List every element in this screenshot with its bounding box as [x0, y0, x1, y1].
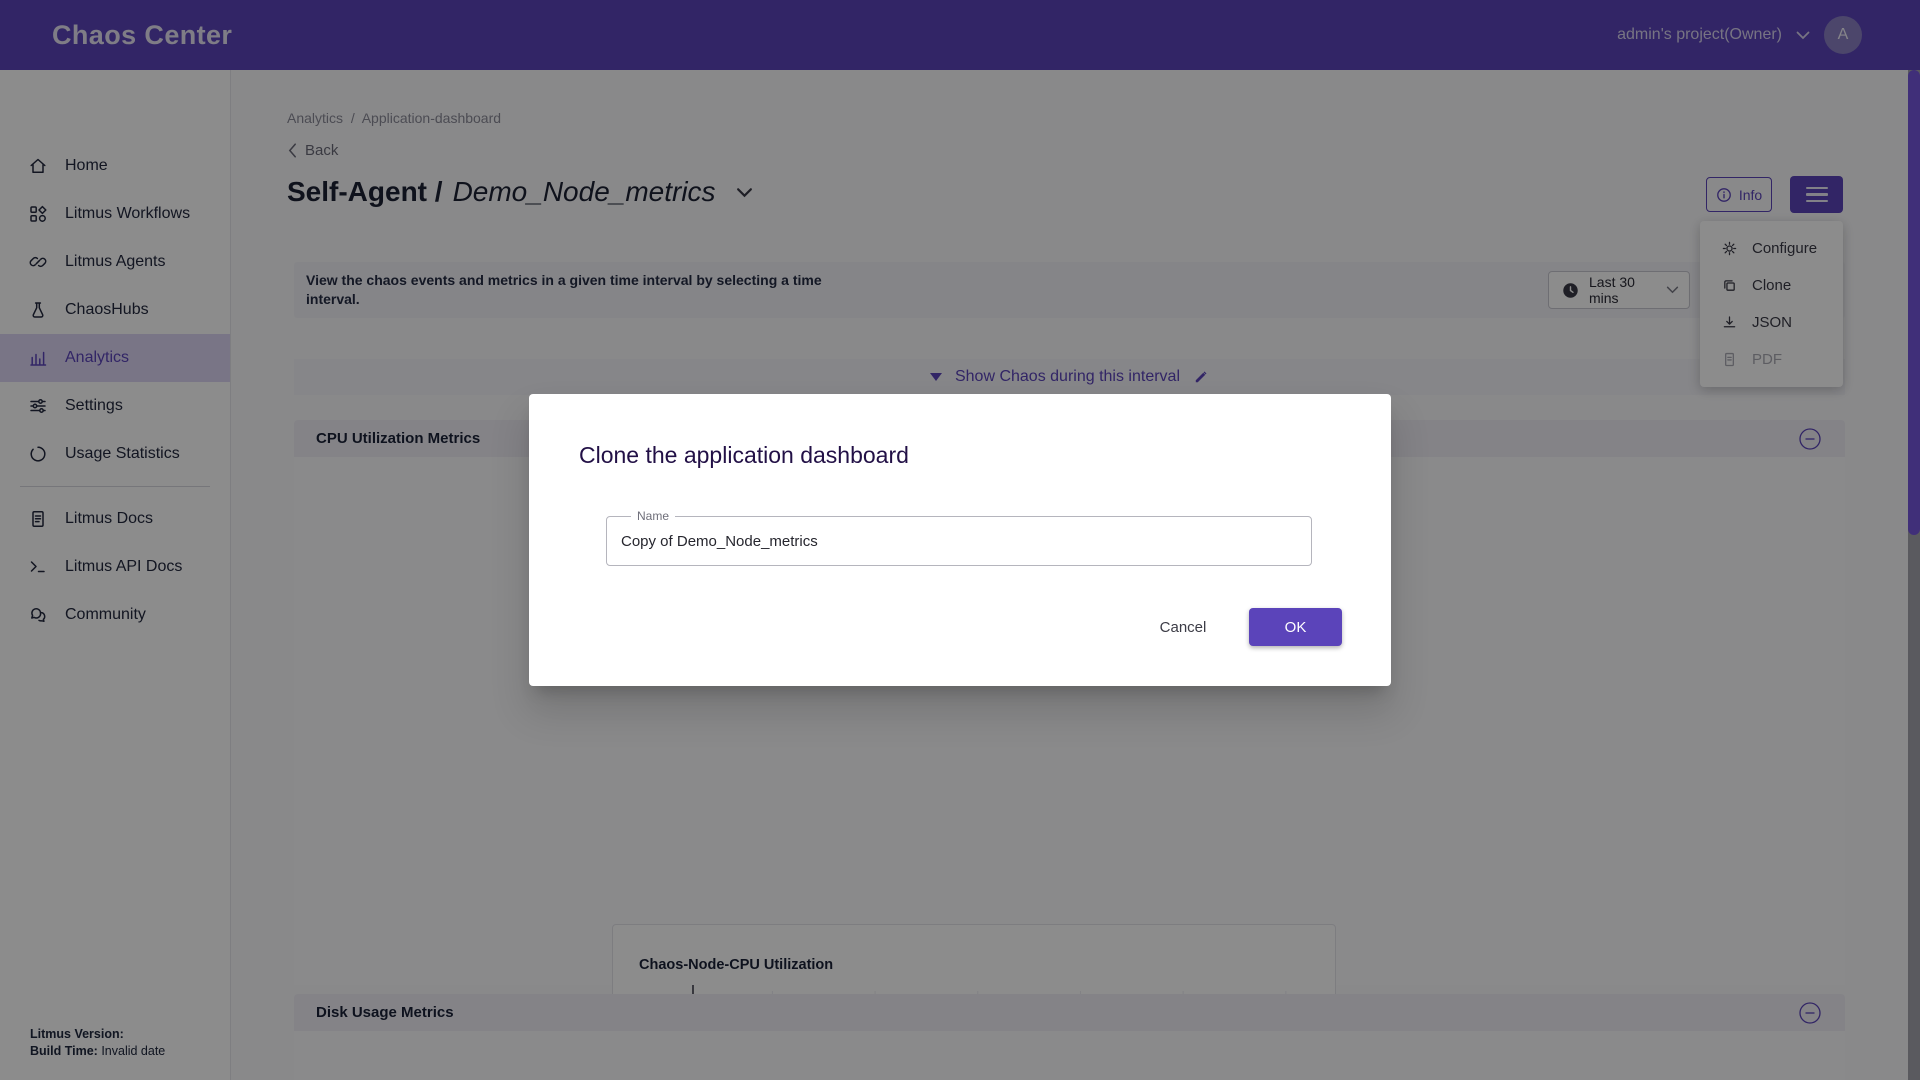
sliders-icon: [30, 399, 46, 413]
sidebar-item-chaoshubs[interactable]: ChaosHubs: [0, 286, 230, 334]
sidebar-item-litmus-workflows[interactable]: Litmus Workflows: [0, 190, 230, 238]
pdf-file-icon: [1725, 352, 1734, 367]
document-icon: [32, 511, 44, 527]
dashboard-menu-dropdown: Configure Clone JSON PDF: [1700, 221, 1843, 387]
app-title: Chaos Center: [52, 19, 233, 50]
sidebar-item-usage-statistics[interactable]: Usage Statistics: [0, 430, 230, 478]
disk-panel-title: Disk Usage Metrics: [316, 1004, 454, 1021]
breadcrumb-application-dashboard[interactable]: Application-dashboard: [361, 110, 502, 126]
show-chaos-label[interactable]: Show Chaos during this interval: [954, 368, 1180, 385]
title-chevron-down-icon[interactable]: [736, 187, 753, 198]
cancel-button[interactable]: Cancel: [1139, 608, 1227, 646]
sidebar: Home Litmus Workflows Litmus Agents Chao…: [0, 70, 230, 1080]
cpu-chart-title: Chaos-Node-CPU Utilization: [639, 957, 834, 973]
hamburger-icon: [1805, 186, 1828, 189]
name-field: Name: [606, 509, 1312, 566]
time-range-value: Last 30 mins: [1589, 274, 1635, 306]
agent-name: Self-Agent /: [287, 176, 443, 207]
breadcrumb-analytics[interactable]: Analytics: [287, 110, 344, 126]
name-input[interactable]: [607, 517, 1311, 565]
modal-title: Clone the application dashboard: [579, 442, 909, 468]
link-icon: [29, 256, 47, 268]
menu-item-configure[interactable]: Configure: [1700, 230, 1843, 267]
community-icon: [31, 608, 46, 623]
version-info: Litmus Version: Build Time: Invalid date: [30, 1027, 166, 1058]
ok-button[interactable]: OK: [1249, 608, 1342, 646]
menu-item-pdf[interactable]: PDF: [1700, 341, 1843, 378]
clone-dashboard-modal: Clone the application dashboard Name Can…: [529, 394, 1391, 686]
triangle-down-icon[interactable]: [929, 373, 942, 381]
sidebar-item-litmus-agents[interactable]: Litmus Agents: [0, 238, 230, 286]
chevron-down-icon[interactable]: [1796, 31, 1810, 40]
interval-description: View the chaos events and metrics in a g…: [306, 272, 822, 307]
time-range-select[interactable]: Last 30 mins: [1548, 271, 1690, 309]
app-header: Chaos Center admin's project(Owner) A: [0, 0, 1920, 70]
pencil-icon[interactable]: [1193, 369, 1209, 385]
avatar[interactable]: A: [1824, 16, 1862, 54]
sidebar-item-settings[interactable]: Settings: [0, 382, 230, 430]
project-selector[interactable]: admin's project(Owner): [1617, 26, 1782, 43]
dashboard-name: Demo_Node_metrics: [452, 176, 716, 207]
disk-panel-body: Chaos-Node-Disk I/O Usage R/W Chaos-Node…: [294, 1031, 1845, 1080]
collapse-icon[interactable]: [1799, 427, 1821, 450]
home-icon: [30, 158, 46, 173]
disk-panel-header: Disk Usage Metrics: [294, 994, 1845, 1031]
dashboard-title: Self-Agent / Demo_Node_metrics: [287, 176, 753, 208]
sidebar-item-analytics[interactable]: Analytics: [0, 334, 230, 382]
show-chaos-strip: Show Chaos during this interval: [294, 359, 1845, 395]
breadcrumb: Analytics / Application-dashboard: [287, 110, 502, 126]
terminal-icon: [30, 561, 45, 573]
info-icon: [1716, 187, 1731, 202]
chevron-down-icon: [1666, 286, 1679, 294]
menu-item-clone[interactable]: Clone: [1700, 267, 1843, 304]
menu-item-json[interactable]: JSON: [1700, 304, 1843, 341]
header-right: admin's project(Owner) A: [1617, 0, 1862, 70]
page-scrollbar-thumb[interactable]: [1908, 70, 1920, 535]
flask-icon: [32, 302, 44, 318]
sidebar-item-community[interactable]: Community: [0, 591, 230, 639]
info-button[interactable]: Info: [1706, 177, 1772, 212]
sidebar-item-home[interactable]: Home: [0, 142, 230, 190]
clock-icon: [1563, 282, 1578, 298]
gear-icon: [1722, 241, 1737, 256]
workflows-icon: [30, 205, 47, 222]
analytics-icon: [30, 351, 47, 366]
back-button[interactable]: Back: [288, 142, 338, 159]
sidebar-divider: [20, 486, 210, 487]
sidebar-item-litmus-api-docs[interactable]: Litmus API Docs: [0, 543, 230, 591]
sidebar-item-litmus-docs[interactable]: Litmus Docs: [0, 495, 230, 543]
chevron-left-icon: [288, 143, 296, 158]
collapse-icon[interactable]: [1799, 1001, 1821, 1024]
download-icon: [1723, 316, 1736, 328]
time-interval-bar: View the chaos events and metrics in a g…: [294, 262, 1845, 318]
dashboard-menu-button[interactable]: [1790, 176, 1843, 213]
clone-icon: [1724, 280, 1735, 291]
usage-icon: [30, 446, 46, 462]
cpu-panel-title: CPU Utilization Metrics: [316, 430, 481, 447]
